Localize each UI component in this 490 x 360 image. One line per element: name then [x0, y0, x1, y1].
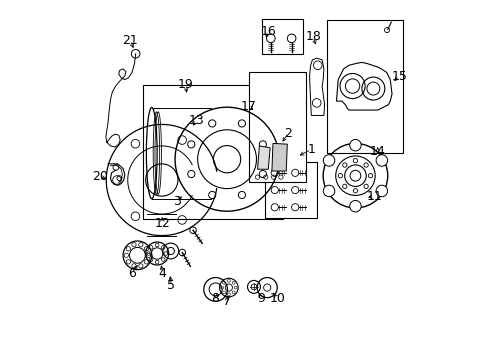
- Text: 20: 20: [92, 170, 108, 183]
- Text: 2: 2: [284, 127, 292, 140]
- Text: 19: 19: [178, 78, 194, 91]
- Circle shape: [323, 155, 335, 166]
- Bar: [248, 72, 306, 182]
- Circle shape: [323, 185, 335, 197]
- Text: 10: 10: [270, 292, 285, 305]
- Text: 15: 15: [392, 69, 407, 82]
- Circle shape: [376, 185, 388, 197]
- Text: 17: 17: [241, 100, 257, 113]
- Ellipse shape: [147, 107, 157, 199]
- Text: 14: 14: [370, 145, 386, 158]
- Text: 16: 16: [260, 25, 276, 38]
- Text: 12: 12: [155, 216, 171, 230]
- Bar: [143, 85, 283, 220]
- Polygon shape: [258, 146, 270, 169]
- Text: 11: 11: [366, 190, 382, 203]
- Polygon shape: [337, 62, 392, 110]
- Text: 13: 13: [189, 114, 204, 127]
- Circle shape: [350, 201, 361, 212]
- Polygon shape: [310, 58, 324, 116]
- Text: 7: 7: [223, 296, 231, 309]
- Text: 8: 8: [212, 292, 220, 305]
- Polygon shape: [272, 143, 287, 171]
- Text: 9: 9: [257, 292, 265, 305]
- Text: 5: 5: [168, 279, 175, 292]
- Text: 21: 21: [122, 33, 138, 47]
- Text: 4: 4: [159, 267, 167, 280]
- Bar: [327, 21, 403, 153]
- Text: 18: 18: [305, 30, 321, 43]
- Bar: [262, 19, 303, 54]
- Bar: [265, 162, 317, 218]
- Text: 1: 1: [307, 143, 315, 156]
- Circle shape: [376, 155, 388, 166]
- Text: 6: 6: [128, 267, 136, 280]
- Text: 3: 3: [173, 195, 181, 208]
- Circle shape: [350, 139, 361, 151]
